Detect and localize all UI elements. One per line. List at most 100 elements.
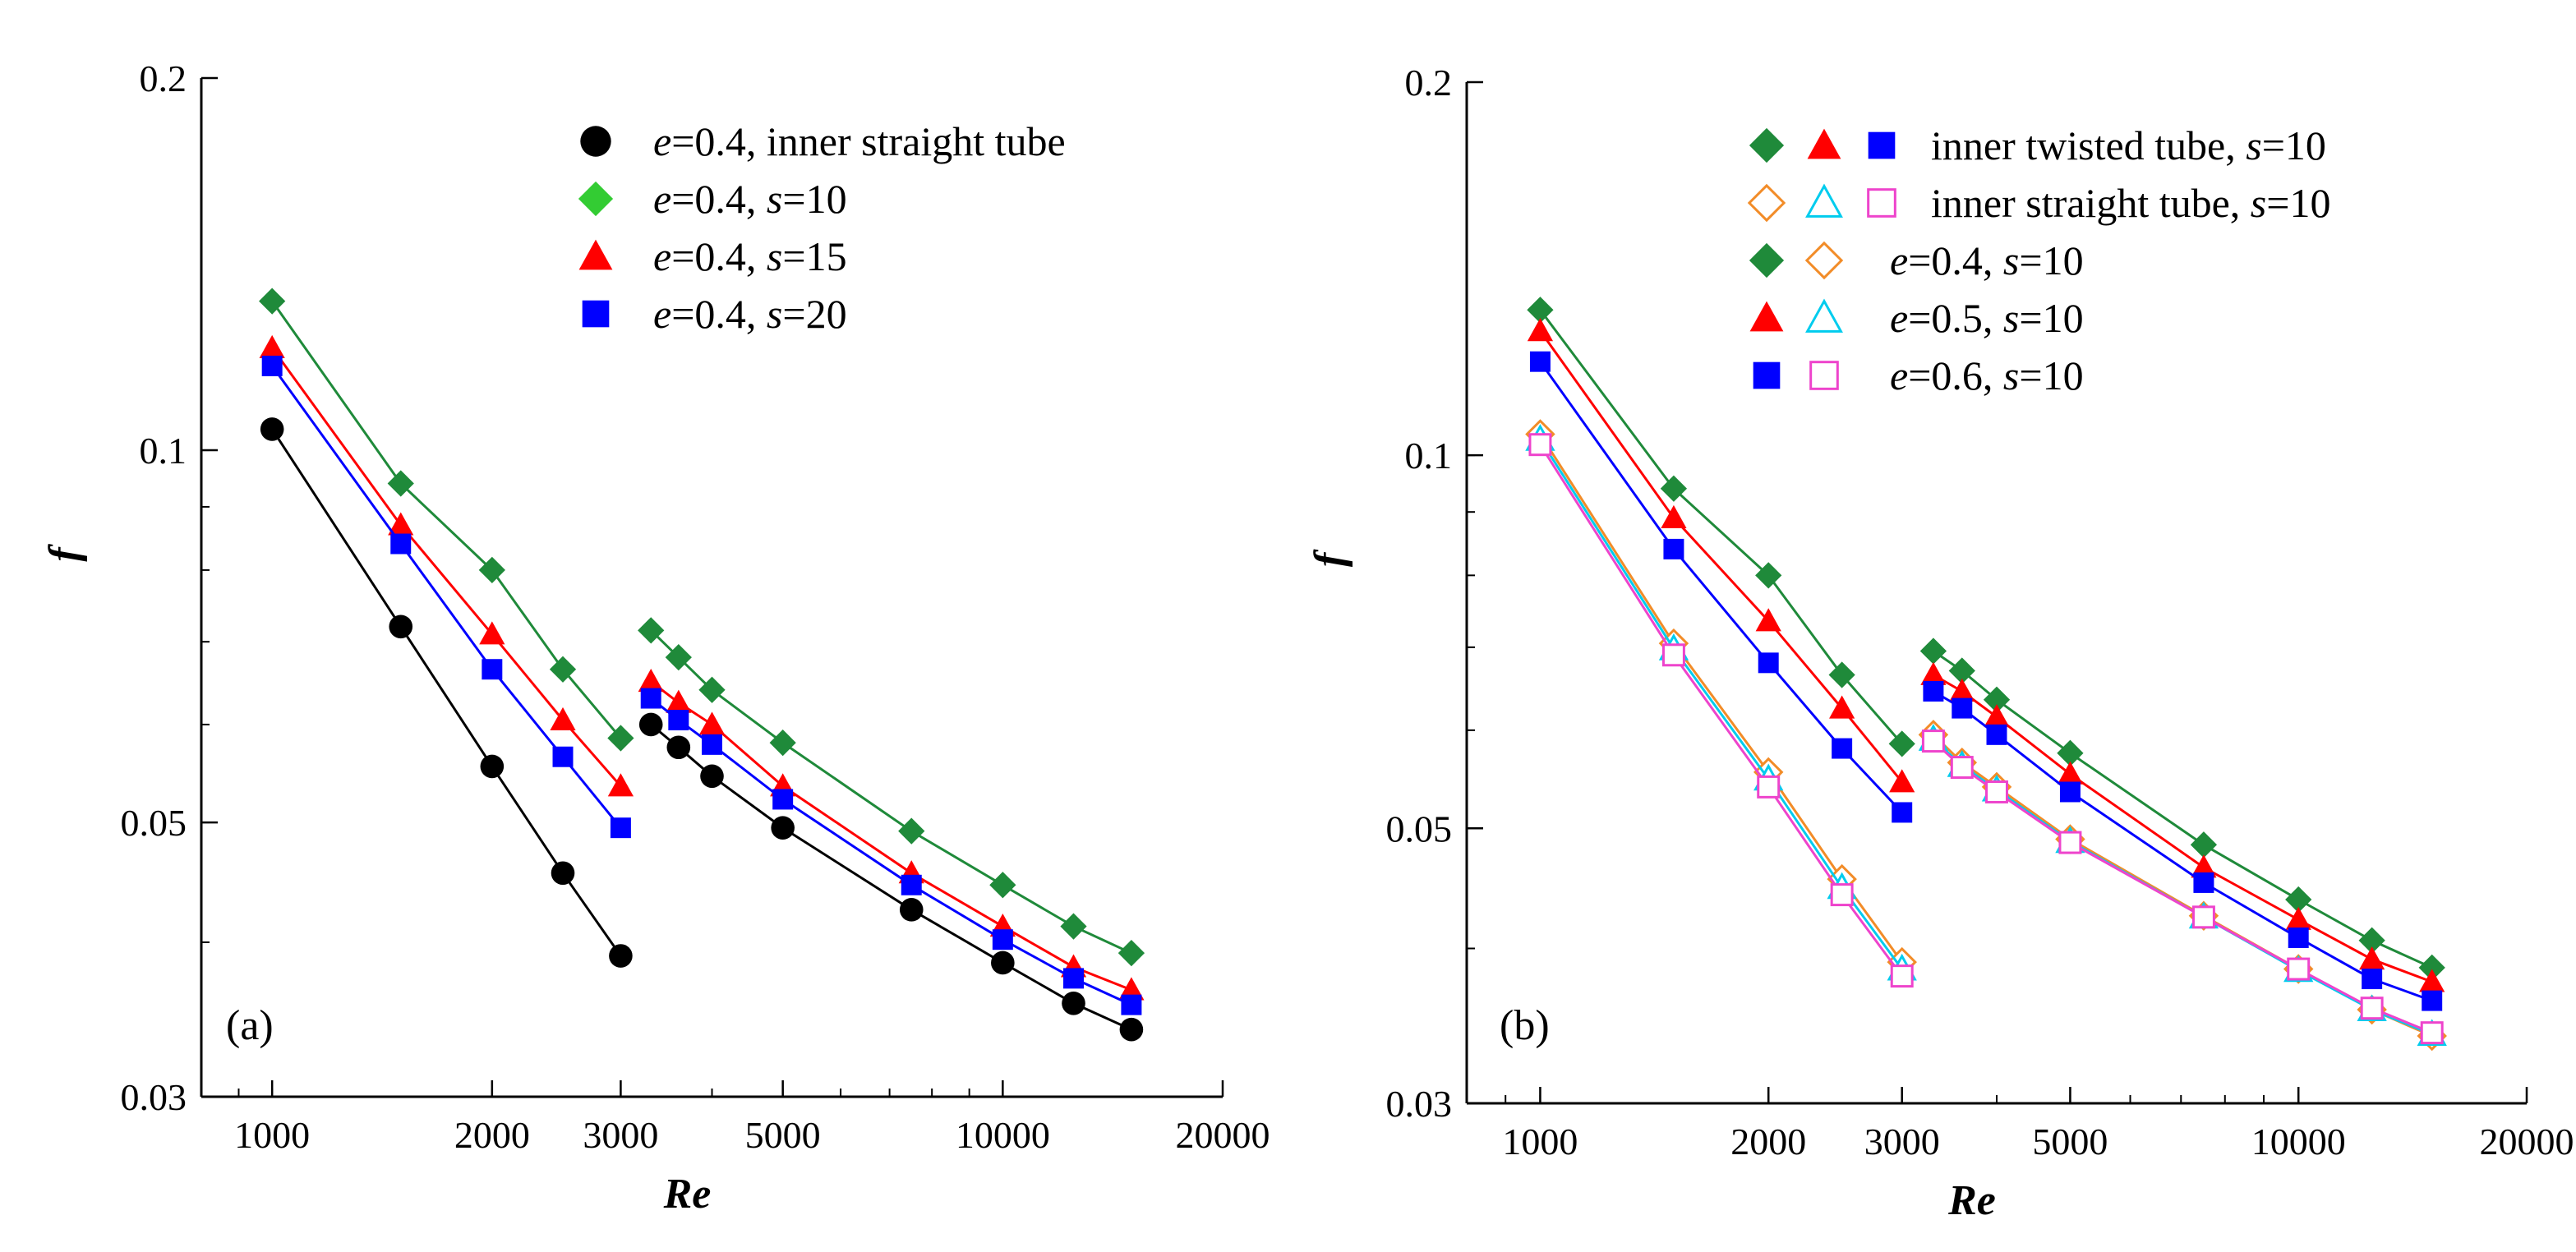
legend-marker bbox=[1753, 361, 1781, 389]
legend-marker bbox=[1867, 188, 1896, 218]
y-tick-label: 0.1 bbox=[1405, 435, 1453, 476]
data-point bbox=[898, 817, 925, 845]
data-point bbox=[552, 746, 574, 767]
legend-marker bbox=[1807, 128, 1841, 159]
data-point bbox=[1663, 538, 1684, 559]
data-point bbox=[2422, 990, 2443, 1011]
data-point bbox=[260, 417, 284, 441]
data-point bbox=[1984, 704, 2010, 728]
x-tick-label: 20000 bbox=[1176, 1114, 1270, 1156]
legend-marker bbox=[578, 239, 613, 270]
data-point bbox=[702, 734, 722, 755]
data-point bbox=[1121, 994, 1142, 1015]
data-point bbox=[2190, 831, 2218, 858]
data-point bbox=[609, 944, 633, 968]
data-point bbox=[389, 614, 413, 639]
data-point bbox=[2288, 927, 2309, 949]
data-point bbox=[991, 951, 1015, 975]
x-tick-label: 10000 bbox=[2251, 1121, 2346, 1162]
data-point bbox=[387, 470, 414, 497]
data-point bbox=[1921, 730, 1945, 753]
legend-marker bbox=[1749, 301, 1784, 332]
x-tick-label: 2000 bbox=[454, 1114, 530, 1156]
legend: inner twisted tube, s=10 inner straight t… bbox=[1747, 122, 2330, 398]
data-point bbox=[2360, 997, 2384, 1020]
data-point bbox=[2358, 927, 2385, 954]
series bbox=[1525, 419, 2447, 1052]
data-point bbox=[1660, 475, 1688, 502]
data-point bbox=[901, 874, 922, 895]
data-point bbox=[2191, 905, 2215, 929]
y-tick-label: 0.03 bbox=[121, 1076, 187, 1118]
data-point bbox=[1117, 940, 1145, 967]
data-point bbox=[1889, 769, 1915, 793]
legend-label: e=0.4, s=10 bbox=[1890, 237, 2084, 283]
data-point bbox=[1828, 661, 1855, 688]
legend-marker bbox=[582, 300, 610, 328]
data-point bbox=[550, 707, 576, 730]
x-tick-label: 1000 bbox=[234, 1114, 310, 1156]
data-point bbox=[1119, 1017, 1144, 1042]
data-point bbox=[607, 773, 634, 797]
data-point bbox=[480, 754, 505, 779]
data-point bbox=[259, 288, 286, 315]
legend-label: inner straight tube, s=10 bbox=[1931, 180, 2330, 226]
y-tick-label: 0.1 bbox=[140, 430, 187, 472]
data-point bbox=[259, 334, 285, 358]
legend-marker bbox=[1809, 361, 1839, 390]
data-point bbox=[2420, 1021, 2444, 1045]
series bbox=[1527, 297, 2445, 981]
data-point bbox=[700, 764, 724, 789]
legend-marker bbox=[578, 181, 614, 217]
data-point bbox=[1950, 756, 1974, 780]
data-point bbox=[1830, 883, 1854, 907]
x-tick-label: 2000 bbox=[1730, 1121, 1806, 1162]
data-point bbox=[607, 725, 634, 752]
data-point bbox=[1527, 297, 1554, 324]
data-point bbox=[479, 621, 505, 645]
y-tick-label: 0.03 bbox=[1386, 1083, 1453, 1125]
series bbox=[259, 288, 1145, 967]
data-point bbox=[549, 656, 577, 683]
data-point bbox=[640, 688, 661, 709]
legend-label: e=0.6, s=10 bbox=[1890, 352, 2084, 398]
series bbox=[260, 417, 1144, 1042]
x-axis-title: Re bbox=[1947, 1177, 1996, 1224]
data-point bbox=[1890, 964, 1914, 988]
data-point bbox=[666, 689, 692, 713]
y-tick-label: 0.2 bbox=[1405, 62, 1453, 104]
data-point bbox=[638, 712, 663, 737]
data-point bbox=[638, 669, 664, 693]
data-point bbox=[771, 816, 795, 840]
x-tick-label: 3000 bbox=[583, 1114, 658, 1156]
panel-b: 1000 2000 3000 5000 10000 20000 0.03 0.05 0.1 0.2… bbox=[1306, 62, 2574, 1224]
legend: e=0.4, inner straight tube e=0.4, s=10 e=0… bbox=[578, 118, 1066, 337]
data-point bbox=[1757, 775, 1781, 799]
data-point bbox=[2418, 954, 2445, 981]
data-point bbox=[2419, 969, 2445, 992]
data-point bbox=[1949, 678, 1975, 702]
data-point bbox=[992, 929, 1013, 951]
x-tick-label: 3000 bbox=[1864, 1121, 1940, 1162]
series bbox=[1525, 424, 2447, 1047]
legend-marker bbox=[1804, 241, 1844, 280]
data-point bbox=[1923, 680, 1944, 702]
data-point bbox=[551, 861, 575, 886]
series-line bbox=[650, 680, 1132, 992]
data-point bbox=[2285, 906, 2311, 930]
y-axis-title: f bbox=[1306, 549, 1353, 567]
data-point bbox=[1661, 504, 1687, 528]
data-point bbox=[1985, 780, 2008, 803]
series-line bbox=[650, 723, 1132, 1031]
data-point bbox=[668, 710, 689, 730]
legend-marker bbox=[1749, 242, 1785, 278]
data-point bbox=[1758, 652, 1779, 674]
data-point bbox=[2362, 969, 2383, 990]
series-line bbox=[1933, 674, 2433, 983]
data-point bbox=[2191, 854, 2217, 878]
series-line bbox=[1933, 690, 2433, 1002]
legend-label: e=0.4, s=20 bbox=[653, 291, 847, 337]
data-point bbox=[1063, 968, 1084, 989]
data-point bbox=[1920, 661, 1947, 685]
